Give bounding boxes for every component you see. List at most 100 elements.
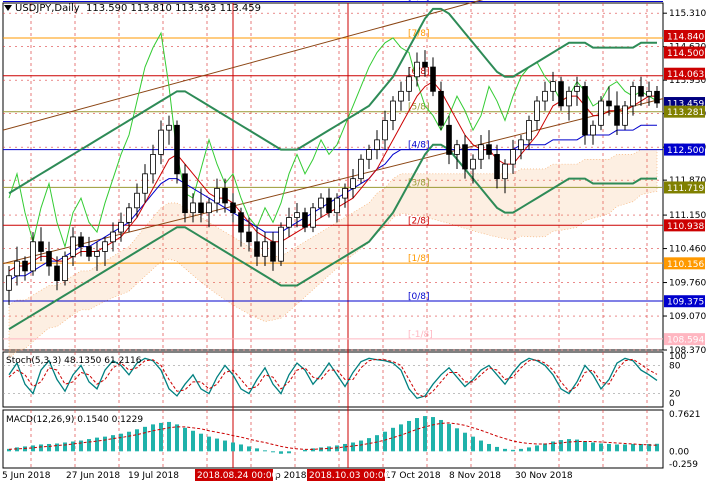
price-tag-background xyxy=(664,46,705,59)
date-highlight-label: 2018.10.03 00:00 xyxy=(309,471,390,481)
candle-body xyxy=(478,144,484,160)
price-tag-background xyxy=(664,30,705,43)
price-tag-label: 114.063 xyxy=(667,70,704,80)
candle-body xyxy=(350,178,356,189)
bollinger-upper xyxy=(8,7,657,195)
stochastic-axis-label: 80 xyxy=(669,361,681,371)
price-axis-label: 109.760 xyxy=(669,279,706,289)
chart-title: USDJPY,Daily xyxy=(15,3,80,14)
candle-body xyxy=(278,226,284,262)
candle-body xyxy=(598,100,604,126)
candle-body xyxy=(198,202,204,214)
price-tag-background xyxy=(664,333,705,346)
macd-axis-label: 0.00 xyxy=(669,447,689,457)
candle-body xyxy=(422,61,428,68)
candle-body xyxy=(230,202,236,214)
candle-body xyxy=(238,212,244,233)
candle-body xyxy=(654,90,660,104)
candle-body xyxy=(126,207,132,223)
axis-layer: 115.310114.620113.930113.240112.550111.8… xyxy=(2,9,706,481)
price-tag-label: 113.281 xyxy=(667,108,704,118)
price-axis-label: 110.460 xyxy=(669,245,706,255)
murrey-level-label: [5/8] xyxy=(408,103,430,113)
candle-body xyxy=(374,139,380,150)
candle-body xyxy=(38,241,44,252)
candle-body xyxy=(14,260,20,277)
candle-body xyxy=(470,158,476,170)
candle-body xyxy=(526,120,532,141)
murrey-level-label: [7/8] xyxy=(408,29,430,39)
murrey-level-label: [3/8] xyxy=(408,178,430,188)
labels-layer: USDJPY,Daily 113.590 113.810 113.363 113… xyxy=(4,3,261,425)
price-tag-background xyxy=(664,295,705,308)
murrey-level-label: [-1/8] xyxy=(408,330,433,340)
macd-panel xyxy=(7,416,659,454)
candle-body xyxy=(46,251,52,267)
date-axis-label: 27 Jun 2018 xyxy=(66,471,120,481)
price-axis-label: 111.870 xyxy=(669,176,706,186)
candle-body xyxy=(326,197,332,214)
candle-body xyxy=(558,81,564,107)
triangle-down-icon[interactable] xyxy=(4,5,12,11)
candle-body xyxy=(206,202,212,214)
candle-body xyxy=(518,139,524,150)
candle-body xyxy=(134,192,140,209)
murrey-level-label: [2/8] xyxy=(408,216,430,226)
price-tag-background xyxy=(664,67,705,80)
price-tag-background xyxy=(664,219,705,232)
ohlc-values: 113.590 113.810 113.363 113.459 xyxy=(86,3,261,14)
price-axis-label: 115.310 xyxy=(669,9,706,19)
date-highlight-label: 2018.08.24 00:00 xyxy=(197,471,278,481)
price-tag-label: 109.375 xyxy=(667,298,704,308)
candle-body xyxy=(166,124,172,131)
date-highlight-background xyxy=(195,469,273,481)
red-moving-average xyxy=(8,80,657,272)
candle-body xyxy=(646,90,652,97)
candle-body xyxy=(254,241,260,257)
date-axis-label: 5 Jun 2018 xyxy=(2,471,51,481)
candle-body xyxy=(638,86,644,97)
price-tag-label: 108.594 xyxy=(667,336,704,346)
price-tag-background xyxy=(664,143,705,156)
stochastic-axis-label: 20 xyxy=(669,390,681,400)
price-tag-background xyxy=(664,181,705,194)
macd-label: MACD(12,26,9) 0.1540 0.1229 xyxy=(6,415,143,425)
candle-body xyxy=(150,154,156,175)
candle-body xyxy=(294,212,300,218)
lime-line xyxy=(8,31,658,249)
bollinger-lower xyxy=(8,143,657,330)
candle-body xyxy=(622,105,628,126)
macd-signal-line xyxy=(8,422,658,450)
price-tag-label: 111.719 xyxy=(667,184,704,194)
date-axis-label: 17 Oct 2018 xyxy=(385,471,441,481)
price-tag-label: 113.459 xyxy=(667,100,704,110)
candle-body xyxy=(190,202,196,214)
candle-body xyxy=(110,231,116,243)
stochastic-panel-frame xyxy=(2,351,664,408)
price-axis-label: 111.150 xyxy=(669,211,706,221)
candle-body xyxy=(574,86,580,92)
stochastic-signal-line xyxy=(8,358,658,398)
candle-body xyxy=(510,149,516,165)
date-axis-label: 30 Nov 2018 xyxy=(515,471,573,481)
candle-body xyxy=(6,275,12,291)
price-axis-label: 108.370 xyxy=(669,346,706,356)
macd-axis-label: 0.7621 xyxy=(669,410,701,420)
candle-body xyxy=(102,241,108,252)
candle-body xyxy=(262,241,268,257)
candle-body xyxy=(302,212,308,228)
stochastic-main-line xyxy=(8,357,658,400)
candle-body xyxy=(430,66,436,92)
candle-body xyxy=(630,86,636,107)
candle-body xyxy=(454,144,460,155)
candle-body xyxy=(310,207,316,228)
macd-axis-label: -0.259 xyxy=(669,460,698,470)
candle-body xyxy=(494,154,500,180)
candle-body xyxy=(542,90,548,102)
candle-body xyxy=(606,100,612,107)
candle-body xyxy=(486,144,492,155)
candle-body xyxy=(438,90,444,126)
murrey-level-label: [1/8] xyxy=(408,254,430,264)
candle-body xyxy=(334,197,340,214)
